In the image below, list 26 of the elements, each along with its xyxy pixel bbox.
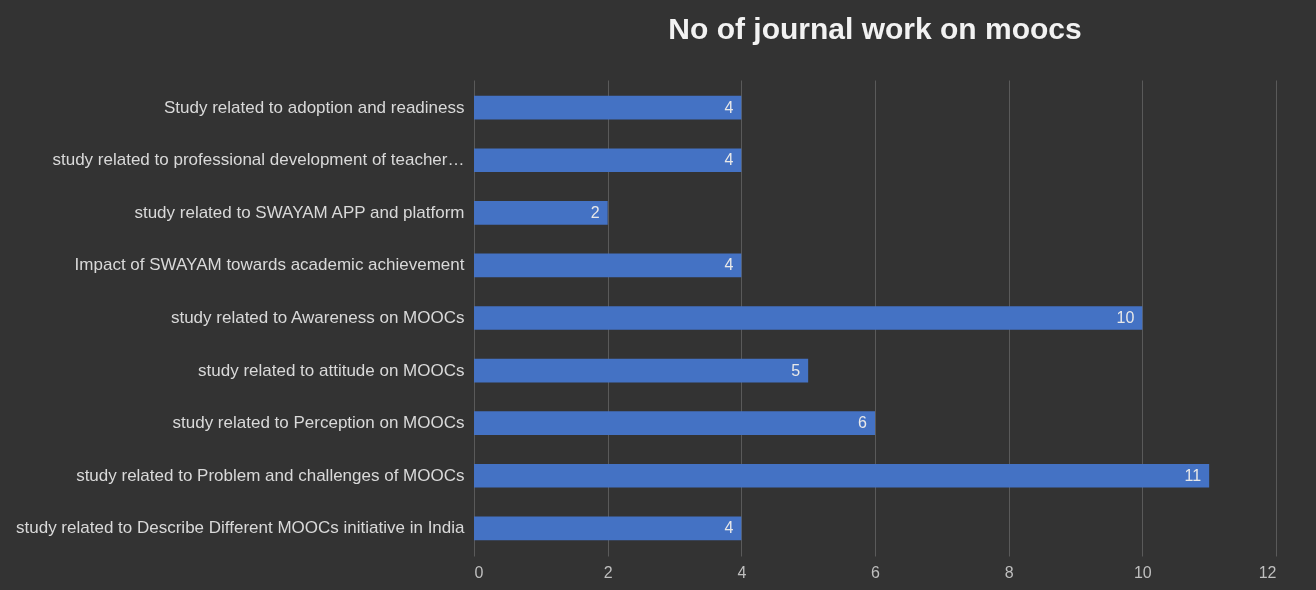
data-label: 5: [791, 361, 801, 379]
data-label: 4: [724, 151, 734, 169]
y-tick-label: study related to SWAYAM APP and platform: [134, 202, 465, 222]
x-tick-label: 0: [474, 563, 484, 581]
y-tick-label: study related to professional development of teacher…: [52, 150, 465, 170]
x-tick-label: 8: [1004, 563, 1014, 581]
data-label: 4: [724, 98, 734, 116]
y-tick-label: study related to Problem and challenges of MOOCs: [76, 465, 465, 485]
data-label: 11: [1184, 466, 1202, 484]
y-tick-label: study related to Describe Different MOOCs initiative in India: [16, 518, 466, 538]
x-tick-label: 2: [603, 563, 613, 581]
data-label: 4: [724, 256, 734, 274]
y-tick-label: study related to Perception on MOOCs: [172, 413, 465, 433]
y-tick-label: study related to Awareness on MOOCs: [170, 308, 465, 327]
x-tick-label: 4: [737, 563, 747, 581]
y-tick-label: Impact of SWAYAM towards academic achievement: [74, 255, 465, 275]
y-tick-label: study related to attitude on MOOCs: [198, 360, 465, 380]
data-label: 6: [858, 414, 868, 432]
data-label: 10: [1116, 309, 1135, 326]
x-tick-label: 6: [871, 563, 881, 581]
data-label: 2: [590, 203, 600, 221]
x-tick-label: 10: [1133, 563, 1152, 581]
data-label: 4: [724, 519, 734, 537]
y-tick-label: Study related to adoption and readiness: [163, 97, 465, 117]
x-tick-label: 12: [1258, 563, 1277, 581]
chart-title: No of journal work on moocs: [668, 12, 1082, 45]
